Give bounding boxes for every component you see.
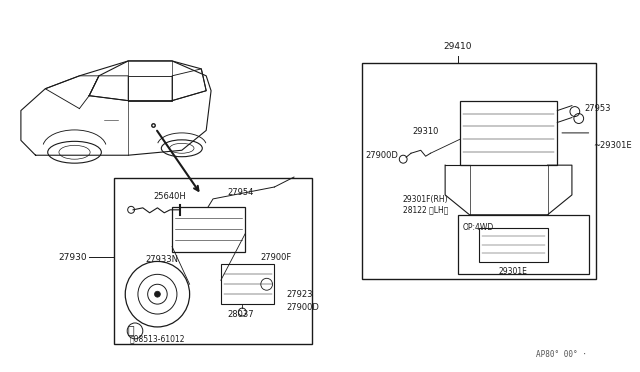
Bar <box>479 228 548 262</box>
Text: 27900D: 27900D <box>286 302 319 312</box>
Circle shape <box>154 291 161 297</box>
Text: 27900F: 27900F <box>260 253 292 262</box>
Text: Ⓢ: Ⓢ <box>128 326 134 336</box>
Text: OP:4WD: OP:4WD <box>463 223 494 232</box>
Bar <box>458 215 589 274</box>
Text: Ⓢ08513-61012: Ⓢ08513-61012 <box>130 334 185 343</box>
Bar <box>221 264 275 304</box>
Text: 27954: 27954 <box>227 188 253 197</box>
Text: 28037: 28037 <box>227 310 253 318</box>
Text: 29301E: 29301E <box>499 267 528 276</box>
Text: 28122 〈LH〉: 28122 〈LH〉 <box>403 205 448 214</box>
Text: ~29301E: ~29301E <box>593 141 632 150</box>
Text: 29310: 29310 <box>412 127 439 137</box>
Text: 27930: 27930 <box>58 253 87 262</box>
Text: 27953: 27953 <box>584 104 611 113</box>
Text: 29410: 29410 <box>444 42 472 51</box>
Text: 27923: 27923 <box>286 290 313 299</box>
Bar <box>113 178 312 344</box>
Text: 29301F(RH): 29301F(RH) <box>403 195 449 204</box>
Text: AP80° 00° ·: AP80° 00° · <box>536 350 586 359</box>
Bar <box>460 101 557 165</box>
Bar <box>362 63 596 279</box>
Text: 27900D: 27900D <box>365 151 398 160</box>
Text: 25640H: 25640H <box>154 192 186 201</box>
Text: 27933N: 27933N <box>146 255 179 264</box>
Bar <box>172 207 245 251</box>
